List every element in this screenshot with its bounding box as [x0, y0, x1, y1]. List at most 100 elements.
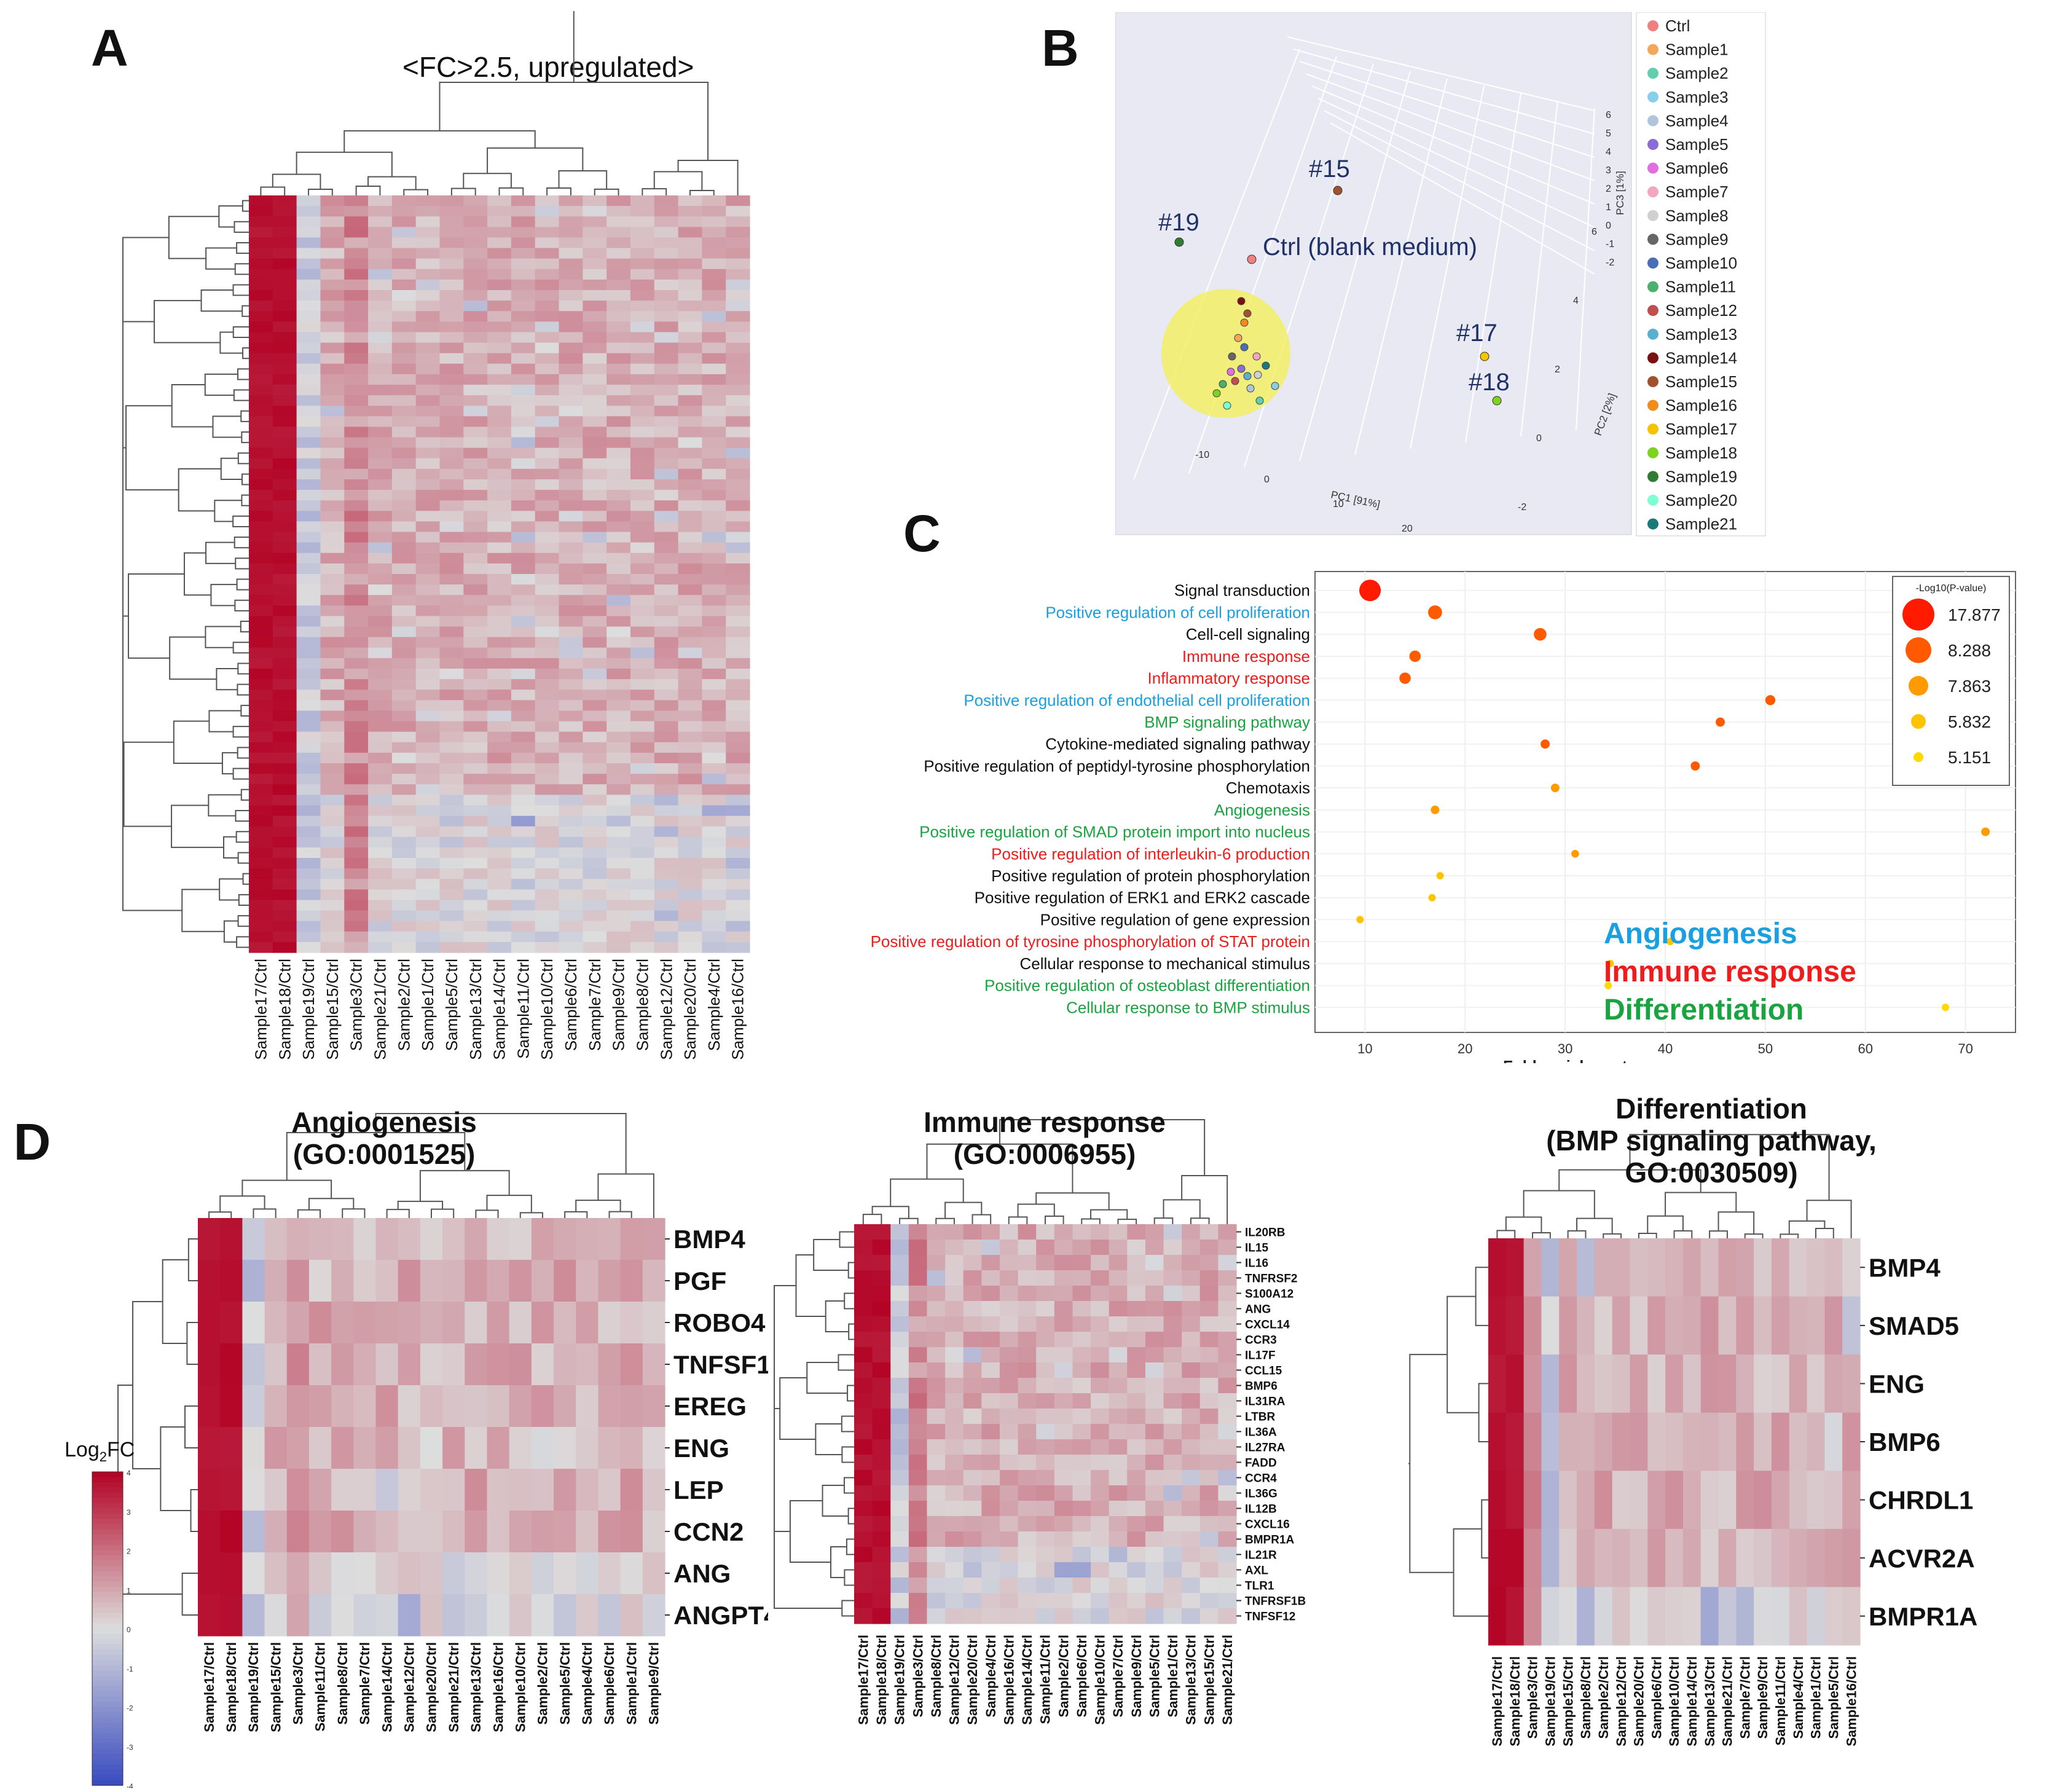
- heatmap-a-cell: [296, 626, 321, 638]
- heatmap-d2-cell: [1182, 1378, 1201, 1394]
- heatmap-a-cell: [535, 847, 560, 859]
- bubble-point: [1534, 627, 1547, 641]
- heatmap-a-cell: [463, 763, 488, 774]
- pca-y-tick: 4: [1573, 296, 1579, 306]
- heatmap-a-cell: [511, 311, 536, 322]
- heatmap-a-cell: [391, 710, 417, 722]
- heatmap-a-col-dendrogram: [260, 186, 286, 195]
- heatmap-a-cell: [368, 805, 393, 817]
- heatmap-a-cell: [487, 563, 512, 575]
- heatmap-a-row-dendrogram: [122, 237, 169, 323]
- heatmap-a-cell: [654, 910, 679, 922]
- heatmap-d3-cell: [1682, 1471, 1702, 1530]
- heatmap-a-cell: [630, 742, 655, 753]
- heatmap-d1-col-label: Sample7/Ctrl: [357, 1642, 372, 1725]
- heatmap-a-cell: [296, 311, 321, 322]
- heatmap-a-cell: [463, 342, 488, 354]
- heatmap-a-cell: [702, 910, 726, 922]
- heatmap-d1-cell: [487, 1427, 510, 1469]
- heatmap-d1-cell: [554, 1427, 576, 1469]
- heatmap-d1-col-label: Sample10/Ctrl: [512, 1642, 528, 1732]
- heatmap-a-cell: [344, 248, 369, 259]
- heatmap-d2-cell: [890, 1347, 909, 1363]
- heatmap-a-cell: [320, 406, 345, 417]
- heatmap-a-cell: [487, 690, 512, 701]
- heatmap-a-cell: [535, 237, 560, 249]
- heatmap-a-cell: [368, 742, 393, 753]
- heatmap-a-cell: [678, 900, 702, 911]
- heatmap-a-cell: [296, 679, 321, 690]
- heatmap-d3-cell: [1612, 1528, 1631, 1588]
- heatmap-d2-cell: [1036, 1224, 1055, 1240]
- heatmap-d1-cell: [264, 1218, 288, 1260]
- heatmap-a-cell: [487, 500, 512, 511]
- heatmap-a-cell: [487, 416, 512, 428]
- heatmap-d2-cell: [1182, 1501, 1201, 1517]
- heatmap-d2-cell: [927, 1424, 946, 1440]
- heatmap-a-cell: [320, 342, 345, 354]
- heatmap-a-cell: [583, 437, 607, 449]
- heatmap-d2-cell: [1018, 1455, 1037, 1471]
- heatmap-a-cell: [654, 374, 679, 385]
- heatmap-a-cell: [606, 889, 631, 901]
- heatmap-a-cell: [439, 479, 464, 490]
- heatmap-d3-cell: [1505, 1471, 1525, 1530]
- heatmap-a-cell: [249, 500, 273, 511]
- heatmap-a-cell: [439, 353, 464, 364]
- heatmap-a-cell: [368, 563, 393, 575]
- heatmap-a-cell: [678, 763, 702, 774]
- heatmap-d1-col-label: Sample21/Ctrl: [446, 1642, 461, 1732]
- heatmap-d1-cell: [420, 1302, 443, 1344]
- heatmap-d1-col-label: Sample1/Ctrl: [624, 1642, 639, 1725]
- heatmap-a-cell: [726, 458, 750, 470]
- heatmap-a-cell: [654, 532, 679, 543]
- heatmap-a-cell: [487, 731, 512, 743]
- heatmap-a-cell: [344, 426, 369, 438]
- heatmap-d2-cell: [1218, 1255, 1237, 1271]
- heatmap-d2-cell: [854, 1301, 873, 1317]
- heatmap-a-cell: [415, 279, 441, 291]
- heatmap-a-cell: [439, 658, 464, 669]
- heatmap-d3-cell: [1842, 1412, 1861, 1471]
- heatmap-a-cell: [249, 931, 273, 943]
- heatmap-d1-col-label: Sample19/Ctrl: [246, 1642, 261, 1732]
- heatmap-a-cell: [296, 363, 321, 375]
- heatmap-a-cell: [368, 868, 393, 879]
- heatmap-a-cell: [606, 815, 631, 827]
- heatmap-a-cell: [272, 342, 297, 354]
- heatmap-a-cell: [702, 595, 726, 606]
- heatmap-a-cell: [439, 752, 464, 764]
- heatmap-a-cell: [535, 311, 560, 322]
- heatmap-a-cell: [702, 206, 726, 217]
- heatmap-a-cell: [368, 637, 393, 648]
- heatmap-d3-cell: [1505, 1296, 1525, 1355]
- heatmap-d2-cell: [1199, 1439, 1219, 1455]
- heatmap-d3-cell: [1842, 1238, 1861, 1297]
- heatmap-d3-cell: [1789, 1354, 1808, 1413]
- heatmap-a-cell: [702, 836, 726, 848]
- heatmap-a-row-dendrogram: [210, 584, 237, 607]
- heatmap-d1-row-dendrogram: [181, 1573, 198, 1616]
- heatmap-d3-cell: [1824, 1528, 1843, 1588]
- heatmap-a-cell: [487, 206, 512, 217]
- heatmap-d2-row-label: TNFRSF1B: [1245, 1595, 1306, 1608]
- heatmap-d2-row-dendrogram: [843, 1477, 854, 1494]
- heatmap-d1-cell: [353, 1343, 377, 1386]
- heatmap-d2-cell: [1218, 1501, 1237, 1517]
- bubble-x-tick: 10: [1357, 1041, 1372, 1056]
- heatmap-d2-cell: [1182, 1531, 1201, 1547]
- heatmap-a-cell: [559, 784, 583, 795]
- heatmap-a-cell: [249, 195, 273, 206]
- heatmap-d1-cell: [642, 1511, 665, 1553]
- heatmap-d1-cell: [286, 1260, 310, 1302]
- heatmap-d2-cell: [1127, 1393, 1146, 1409]
- heatmap-a-cell: [678, 931, 702, 943]
- heatmap-a-cell: [344, 584, 369, 595]
- heatmap-a-cell: [296, 216, 321, 227]
- heatmap-d1-cell: [576, 1511, 599, 1553]
- heatmap-d1-cell: [308, 1218, 332, 1260]
- heatmap-a-cell: [439, 406, 464, 417]
- heatmap-a-cell: [702, 216, 726, 227]
- heatmap-a-cell: [487, 216, 512, 227]
- heatmap-a-cell: [344, 406, 369, 417]
